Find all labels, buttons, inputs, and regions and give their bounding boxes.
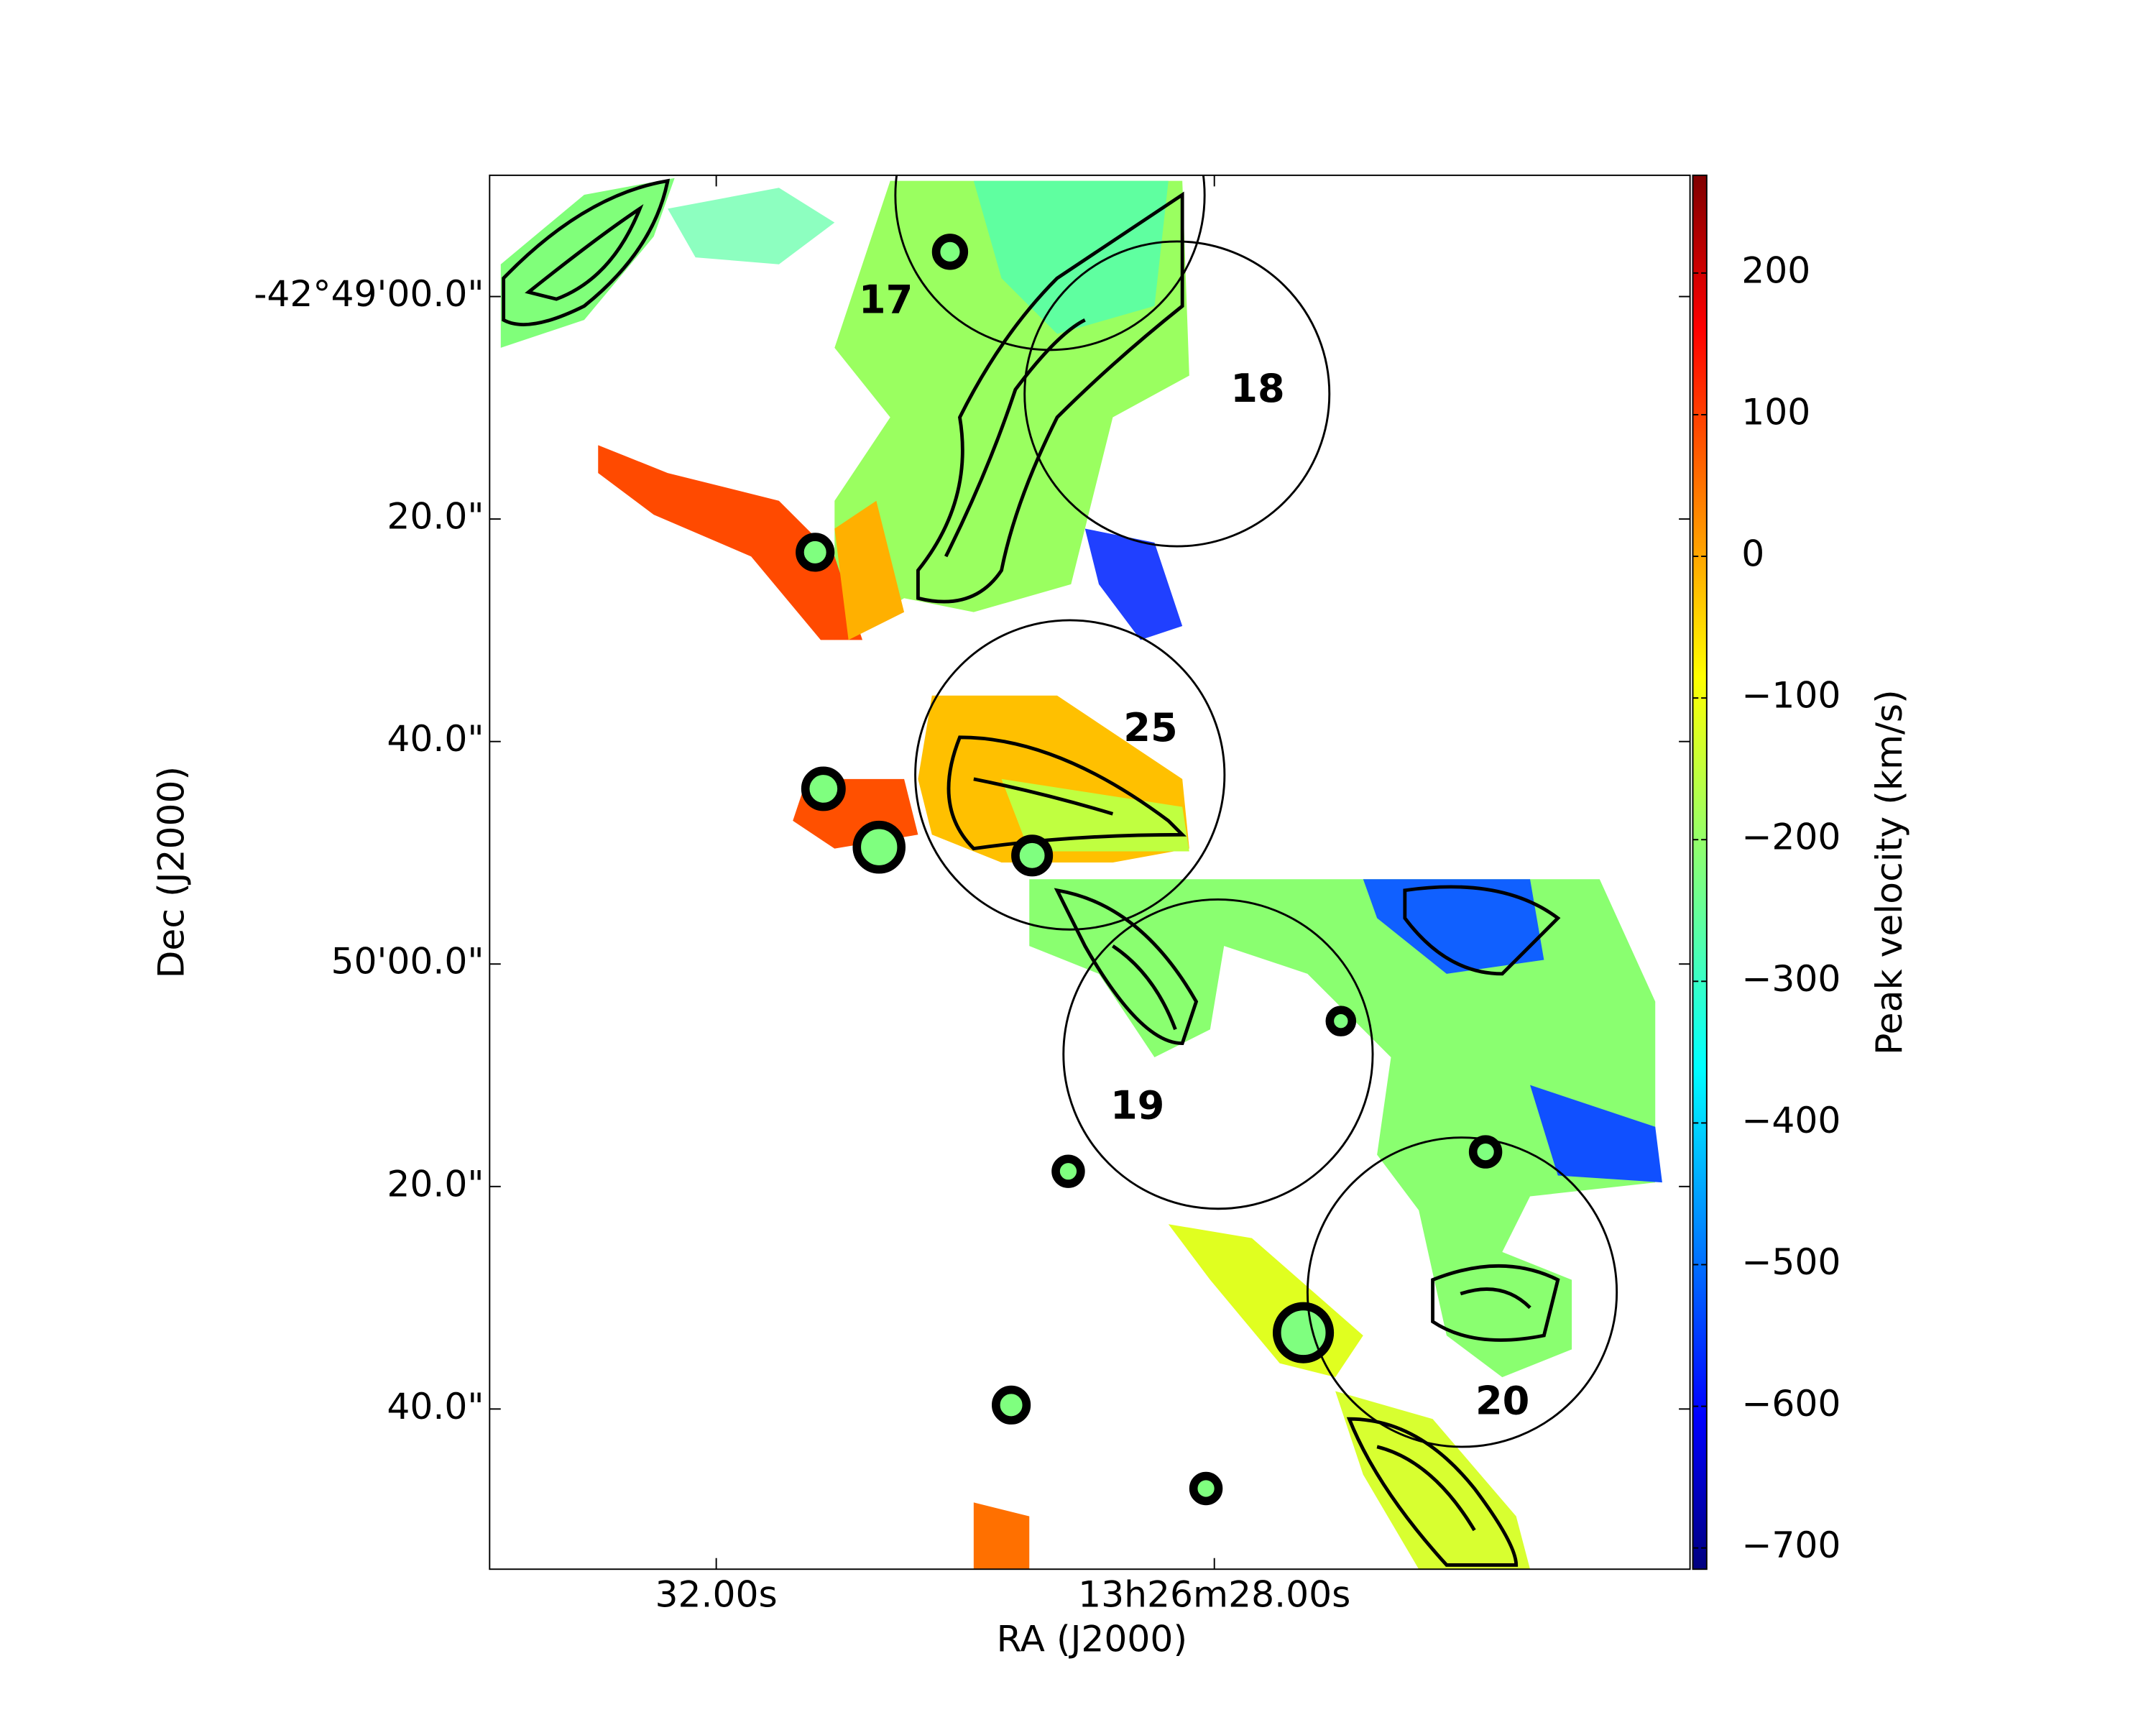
region-circle — [1306, 1136, 1618, 1448]
y-axis-label: Dec (J2000) — [149, 766, 192, 979]
region-circle — [1062, 898, 1374, 1210]
y-tick-label: 20.0" — [387, 1162, 484, 1205]
region-label: 17 — [859, 277, 913, 322]
colorbar-tick-label: −500 — [1741, 1241, 1841, 1283]
colorbar-tick-label: −100 — [1741, 674, 1841, 717]
region-label: 18 — [1230, 366, 1284, 411]
y-tick-label: 40.0" — [387, 1385, 484, 1427]
y-tick-label: 50'00.0" — [331, 940, 484, 983]
region-label: 19 — [1110, 1083, 1164, 1128]
point-sources — [796, 234, 1503, 1506]
x-axis-label: RA (J2000) — [997, 1617, 1187, 1660]
region-circle — [914, 619, 1226, 931]
contours — [502, 178, 1561, 1567]
colorbar-tick-label: 100 — [1741, 390, 1810, 433]
colorbar-tick-label: −600 — [1741, 1382, 1841, 1425]
colorbar-tick-label: −400 — [1741, 1099, 1841, 1141]
region-circle — [894, 175, 1206, 351]
plot-frame — [489, 174, 1691, 1570]
colorbar — [1692, 174, 1708, 1570]
colorbar-tick-label: 0 — [1741, 533, 1764, 575]
velocity-map — [500, 178, 1662, 1570]
colorbar-tick-label: 200 — [1741, 249, 1810, 291]
colorbar-label: Peak velocity (km/s) — [1868, 689, 1910, 1055]
colorbar-tick-label: −200 — [1741, 816, 1841, 858]
y-tick-label: -42°49'00.0" — [254, 272, 484, 315]
region-label: 25 — [1123, 705, 1177, 750]
colorbar-tick-label: −300 — [1741, 957, 1841, 1000]
y-tick-label: 20.0" — [387, 495, 484, 538]
x-tick-label: 32.00s — [655, 1573, 778, 1615]
x-tick-label: 13h26m28.00s — [1078, 1573, 1350, 1615]
region-label: 20 — [1475, 1378, 1529, 1423]
y-tick-label: 40.0" — [387, 717, 484, 760]
colorbar-tick-label: −700 — [1741, 1524, 1841, 1566]
region-circle — [1023, 240, 1331, 548]
